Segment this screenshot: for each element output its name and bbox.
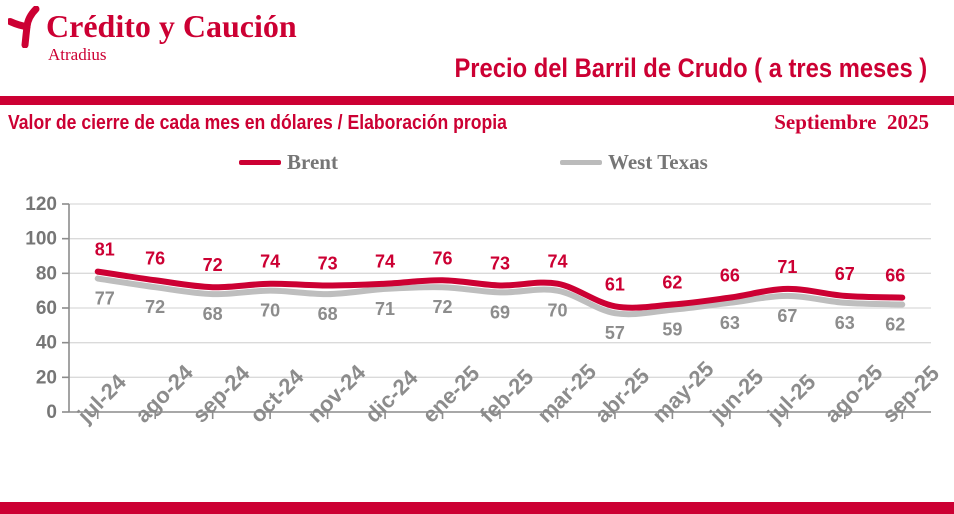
svg-text:72: 72 <box>433 297 453 317</box>
svg-text:mar-25: mar-25 <box>532 359 601 428</box>
svg-text:70: 70 <box>260 301 280 321</box>
svg-text:76: 76 <box>145 248 165 268</box>
svg-text:72: 72 <box>145 297 165 317</box>
svg-text:20: 20 <box>36 367 57 388</box>
svg-text:59: 59 <box>662 320 682 340</box>
svg-text:74: 74 <box>260 252 280 272</box>
svg-text:ene-25: ene-25 <box>417 361 484 428</box>
svg-text:69: 69 <box>490 302 510 322</box>
svg-text:may-25: may-25 <box>647 356 718 427</box>
svg-text:61: 61 <box>605 274 625 294</box>
svg-text:72: 72 <box>203 255 223 275</box>
svg-text:73: 73 <box>490 253 510 273</box>
svg-text:ago-24: ago-24 <box>130 359 198 427</box>
svg-text:60: 60 <box>36 298 57 319</box>
svg-text:66: 66 <box>720 266 740 286</box>
svg-text:67: 67 <box>777 306 797 326</box>
svg-text:100: 100 <box>25 229 57 250</box>
svg-text:0: 0 <box>46 402 57 423</box>
svg-text:66: 66 <box>885 266 905 286</box>
svg-text:57: 57 <box>605 323 625 343</box>
svg-text:76: 76 <box>433 248 453 268</box>
svg-text:120: 120 <box>25 194 57 215</box>
svg-text:62: 62 <box>662 273 682 293</box>
svg-text:71: 71 <box>777 257 797 277</box>
svg-text:77: 77 <box>95 289 115 309</box>
svg-text:oct-24: oct-24 <box>245 363 309 427</box>
svg-text:sep-25: sep-25 <box>877 361 944 428</box>
svg-text:71: 71 <box>375 299 395 319</box>
svg-text:sep-24: sep-24 <box>188 360 256 428</box>
svg-text:74: 74 <box>547 252 567 272</box>
svg-text:63: 63 <box>720 313 740 333</box>
svg-text:ago-25: ago-25 <box>820 360 888 428</box>
svg-text:81: 81 <box>95 240 115 260</box>
svg-text:70: 70 <box>547 301 567 321</box>
svg-text:67: 67 <box>835 264 855 284</box>
svg-text:80: 80 <box>36 263 57 284</box>
svg-text:jul-25: jul-25 <box>761 369 820 428</box>
svg-text:dic-24: dic-24 <box>360 364 423 427</box>
svg-text:68: 68 <box>318 304 338 324</box>
svg-text:63: 63 <box>835 313 855 333</box>
svg-text:62: 62 <box>885 315 905 335</box>
svg-text:74: 74 <box>375 252 395 272</box>
svg-text:73: 73 <box>318 253 338 273</box>
svg-text:68: 68 <box>203 304 223 324</box>
svg-text:40: 40 <box>36 333 57 354</box>
svg-text:abr-25: abr-25 <box>590 363 654 427</box>
svg-text:feb-25: feb-25 <box>475 364 538 427</box>
svg-text:nov-24: nov-24 <box>302 359 370 427</box>
